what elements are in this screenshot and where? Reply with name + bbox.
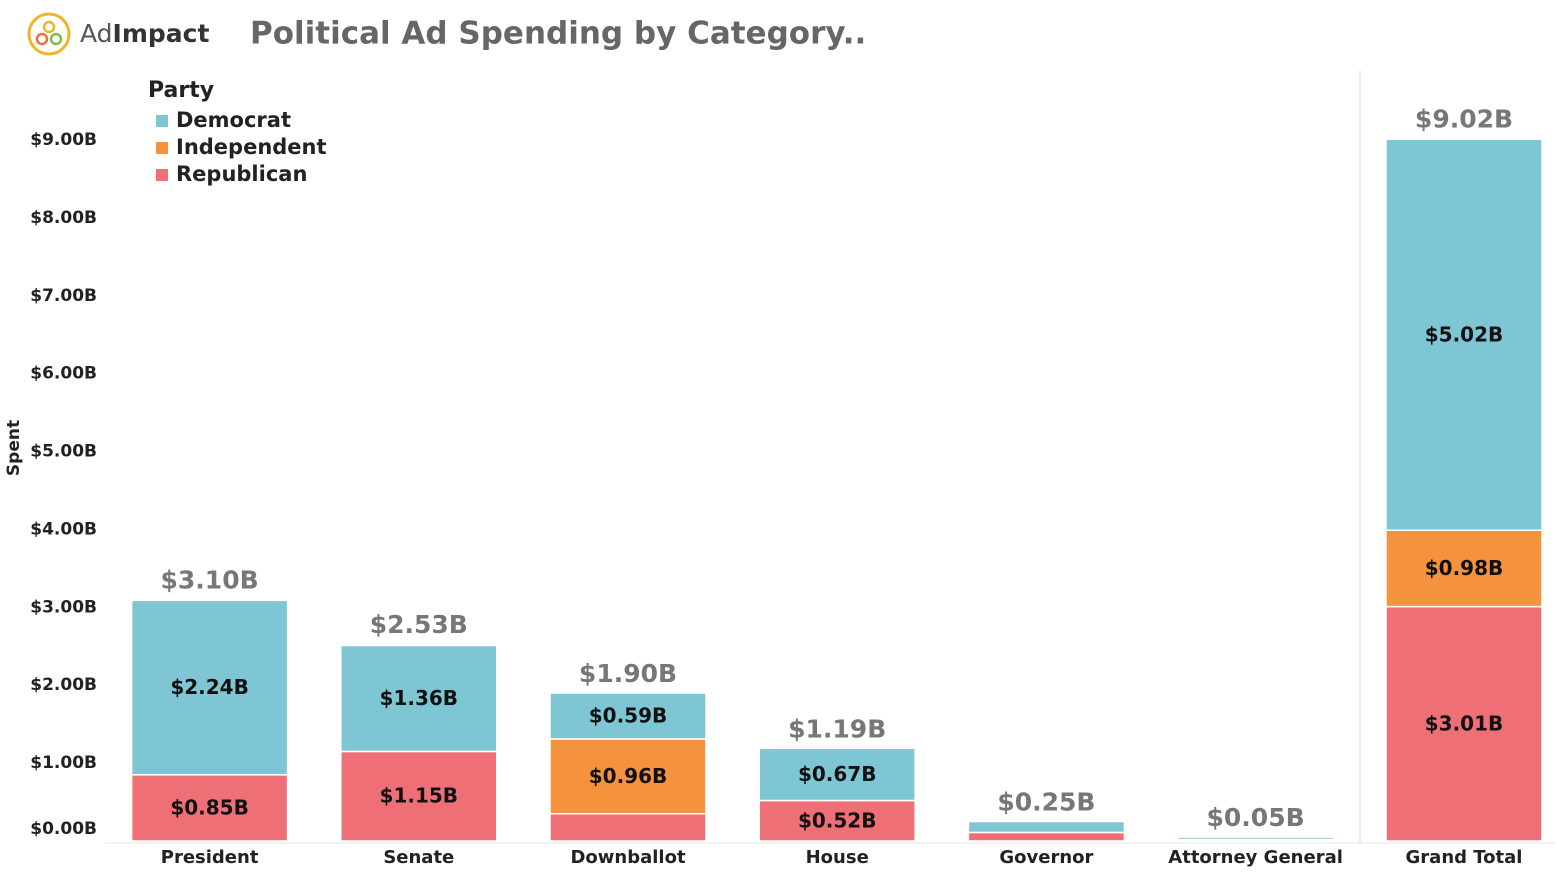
y-tick-label: $5.00B	[30, 442, 97, 462]
value-label: $0.96B	[589, 764, 668, 788]
logo-prefix: Ad	[80, 19, 113, 48]
bar-segment	[549, 812, 707, 842]
y-tick-label: $4.00B	[30, 519, 97, 539]
bar-segment	[340, 644, 498, 753]
bar-segment	[549, 738, 707, 815]
value-label: $0.67B	[798, 762, 877, 786]
x-tick-label: Downballot	[570, 847, 685, 868]
x-tick-label: House	[806, 847, 869, 868]
bar-segment	[1176, 836, 1335, 841]
y-tick-label: $6.00B	[30, 364, 97, 384]
value-label: $1.36B	[380, 686, 459, 710]
total-label: $1.90B	[579, 659, 677, 688]
x-tick-label: Senate	[383, 847, 454, 868]
chart-title: Political Ad Spending by Category..	[250, 16, 866, 52]
bar-segment	[967, 820, 1126, 834]
legend-swatch	[156, 115, 168, 127]
x-tick-label: Attorney General	[1168, 847, 1343, 868]
bar-segment	[758, 747, 916, 802]
y-tick-label: $1.00B	[30, 753, 97, 773]
logo-text: AdImpact	[80, 19, 209, 48]
logo: AdImpact	[27, 12, 209, 56]
value-label: $0.85B	[170, 795, 249, 819]
logo-ring	[27, 12, 71, 56]
bar-segment	[1385, 605, 1543, 842]
legend-label: Democrat	[176, 108, 291, 132]
bar-segment	[130, 774, 289, 842]
x-tick-label: Governor	[999, 847, 1093, 868]
bar-segment	[130, 599, 289, 776]
value-label: $0.52B	[798, 808, 877, 832]
total-label: $0.25B	[997, 788, 1095, 817]
value-label: $0.59B	[589, 704, 668, 728]
bar-segment	[549, 692, 707, 740]
bar-segment	[1385, 138, 1543, 532]
logo-dot	[35, 32, 49, 46]
y-tick-label: $2.00B	[30, 675, 97, 695]
legend-label: Independent	[176, 135, 327, 159]
logo-dot	[42, 20, 56, 34]
value-label: $2.24B	[170, 675, 249, 699]
total-label: $0.05B	[1207, 803, 1305, 832]
total-label: $2.53B	[370, 610, 468, 639]
value-label: $3.01B	[1425, 711, 1504, 735]
total-label: $3.10B	[161, 566, 259, 595]
bar-segment	[758, 799, 916, 842]
y-tick-label: $7.00B	[30, 286, 97, 306]
value-label: $0.98B	[1425, 556, 1504, 580]
total-label: $9.02B	[1415, 105, 1513, 134]
y-tick-label: $3.00B	[30, 597, 97, 617]
value-label: $5.02B	[1425, 322, 1504, 346]
legend-label: Republican	[176, 162, 307, 186]
total-label: $1.19B	[788, 714, 886, 743]
x-tick-label: President	[161, 847, 259, 868]
value-label: $1.15B	[380, 784, 459, 808]
x-tick-label: Grand Total	[1406, 847, 1523, 868]
y-tick-label: $0.00B	[30, 819, 97, 839]
logo-dot	[49, 32, 63, 46]
bar-segment	[967, 831, 1126, 842]
y-tick-label: $9.00B	[30, 130, 97, 150]
legend-swatch	[156, 169, 168, 181]
legend-swatch	[156, 142, 168, 154]
y-axis-label: Spent	[4, 420, 24, 476]
bar-segment	[340, 750, 498, 842]
bar-segment	[1385, 529, 1543, 608]
y-tick-label: $8.00B	[30, 208, 97, 228]
logo-name: Impact	[113, 19, 210, 48]
legend-title: Party	[148, 78, 214, 103]
